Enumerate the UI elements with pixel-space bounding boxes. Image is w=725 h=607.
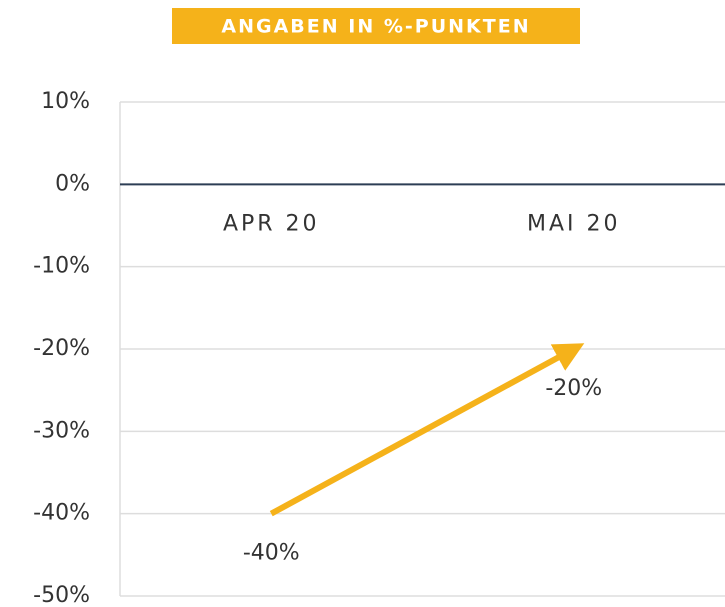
y-tick-label: -20% <box>33 336 90 361</box>
y-tick-label: -10% <box>33 254 90 279</box>
x-tick-label: APR 20 <box>223 211 320 236</box>
data-label: -40% <box>243 541 300 566</box>
y-tick-label: 0% <box>55 171 90 196</box>
y-tick-label: -50% <box>33 583 90 607</box>
y-tick-label: -30% <box>33 418 90 443</box>
chart-title: ANGABEN IN %-PUNKTEN <box>221 16 530 38</box>
data-label: -20% <box>545 376 602 401</box>
line-arrow <box>269 343 585 517</box>
title-box <box>172 8 580 44</box>
y-tick-label: -40% <box>33 501 90 526</box>
x-tick-label: MAI 20 <box>527 211 621 236</box>
y-tick-label: 10% <box>41 89 90 114</box>
